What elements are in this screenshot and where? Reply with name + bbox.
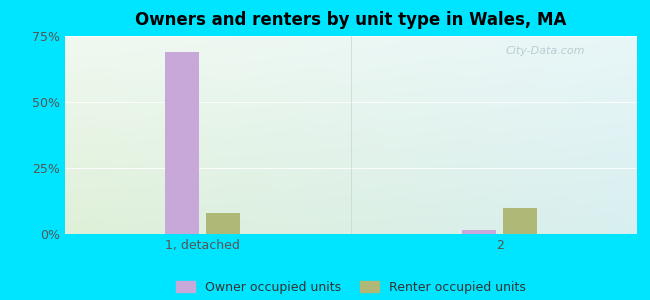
Text: City-Data.com: City-Data.com [506, 46, 585, 56]
Title: Owners and renters by unit type in Wales, MA: Owners and renters by unit type in Wales… [135, 11, 567, 29]
Bar [462, 230, 497, 234]
Bar [164, 52, 199, 234]
Bar [205, 213, 240, 234]
Bar [503, 208, 538, 234]
Legend: Owner occupied units, Renter occupied units: Owner occupied units, Renter occupied un… [172, 276, 530, 299]
